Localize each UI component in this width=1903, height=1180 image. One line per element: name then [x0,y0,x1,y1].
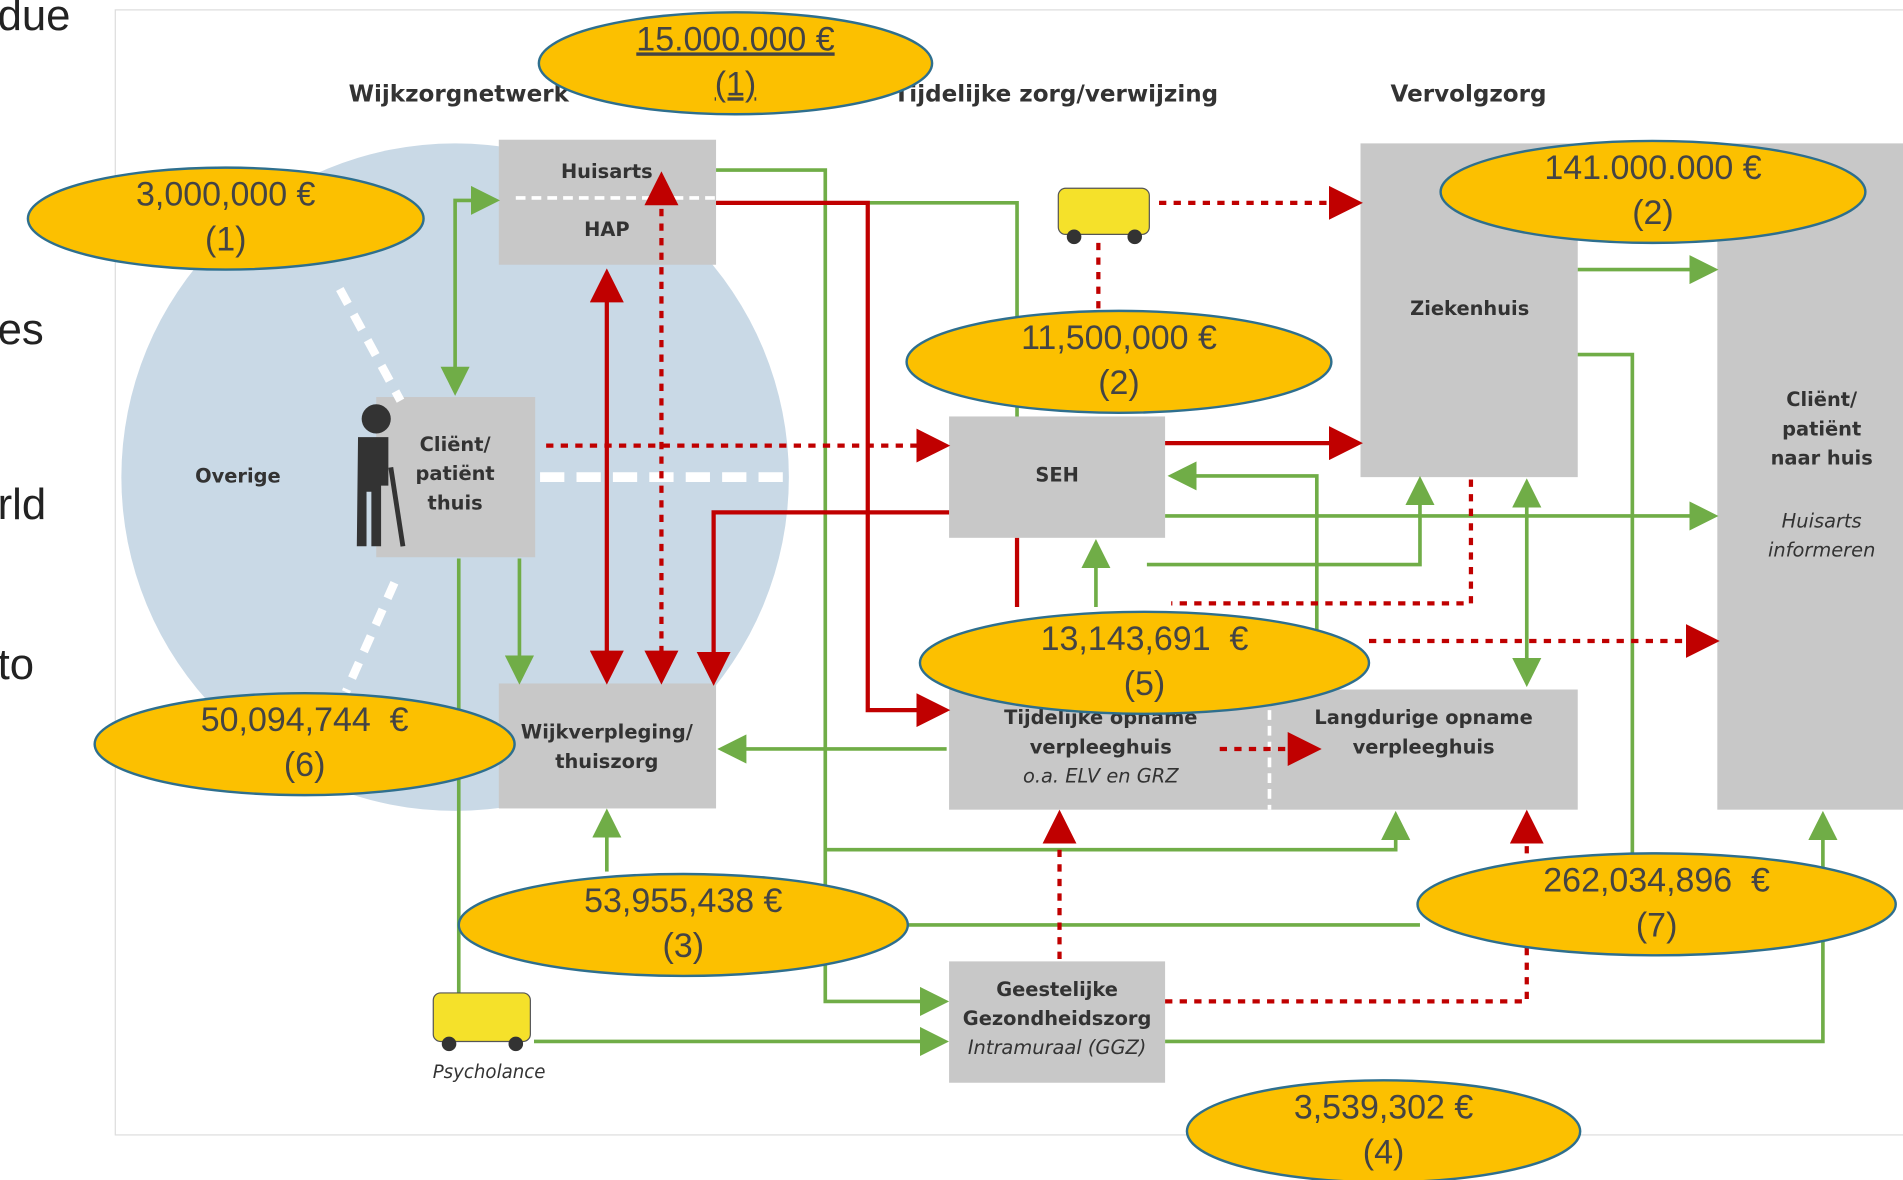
node-label: naar huis [1771,446,1873,469]
node-label: Huisarts [561,160,653,183]
node-label: thuiszorg [555,750,658,773]
cost-amount: 53,955,438 € [584,882,782,920]
side-text: due [0,0,70,40]
label: Overige [195,465,281,488]
node-label: Cliënt/ [1786,388,1858,411]
node-label: SEH [1035,463,1078,486]
cost-ref: (7) [1636,906,1678,944]
node-label: Wijkverpleging/ [521,721,694,744]
node-label: verpleeghuis [1353,735,1495,758]
column-header: Tijdelijke zorg/verwijzing [894,81,1219,107]
node-label: Langdurige opname [1314,706,1532,729]
cost-ref: (1) [715,65,757,103]
cost-ref: (6) [284,746,326,784]
cost-ref: (2) [1098,364,1140,402]
node-label: Gezondheidszorg [963,1007,1152,1030]
cost-amount: 3,000,000 € [136,176,316,214]
node-label: patiënt [416,462,495,485]
cost-ref: (4) [1363,1133,1405,1171]
node-label: HAP [584,218,629,241]
node-label: Geestelijke [996,978,1118,1001]
node-label: verpleeghuis [1030,735,1172,758]
cost-amount: 50,094,744 € [201,701,409,739]
cost-ref: (3) [663,927,705,965]
cost-ref: (2) [1632,194,1674,232]
cost-amount: 3,539,302 € [1294,1088,1474,1126]
node-label: thuis [428,491,483,514]
cost-amount: 11,500,000 € [1021,319,1217,357]
cost-amount: 13,143,691 € [1041,620,1249,658]
side-text: to [0,640,34,689]
node-label: patiënt [1782,417,1861,440]
cost-ref: (5) [1124,665,1166,703]
node-note: Huisarts [1782,510,1862,533]
node-label: Cliënt/ [420,433,492,456]
node-label: o.a. ELV en GRZ [1023,764,1179,787]
node-label: Intramuraal (GGZ) [968,1036,1147,1059]
cost-ref: (1) [205,221,247,259]
column-header: Wijkzorgnetwerk [349,81,570,107]
label: Psycholance [433,1062,546,1083]
column-header: Vervolgzorg [1391,81,1547,107]
diagram: due es rld to Wijkzorgnetwerk Tijdelijke zorg… [0,0,1903,1180]
cost-amount: 15.000.000 € [636,20,834,58]
side-text: rld [0,480,46,529]
cost-amount: 262,034,896 € [1543,861,1770,899]
cost-amount: 141.000.000 € [1544,149,1761,187]
node-note: informeren [1768,539,1875,562]
side-text: es [0,305,44,354]
node-label: Ziekenhuis [1410,297,1529,320]
